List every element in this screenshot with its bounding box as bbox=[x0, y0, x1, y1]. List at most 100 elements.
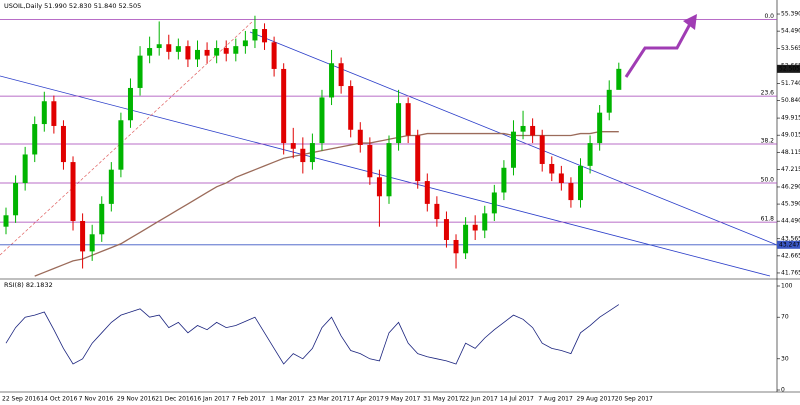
candle-body bbox=[386, 143, 392, 197]
x-tick-label: 20 Sep 2017 bbox=[615, 396, 653, 403]
candle-body bbox=[520, 125, 526, 132]
y-tick-label: 53.565 bbox=[781, 45, 800, 52]
price-marker bbox=[777, 64, 800, 73]
y-tick-label: 55.390 bbox=[781, 11, 800, 18]
x-tick-label: 22 Sep 2016 bbox=[2, 396, 40, 403]
candle-body bbox=[290, 143, 296, 149]
fib-base-line bbox=[0, 21, 253, 256]
candle-body bbox=[367, 144, 373, 178]
y-tick-label: 100 bbox=[781, 283, 793, 290]
y-tick-label: 46.290 bbox=[781, 183, 800, 190]
arrow-head bbox=[683, 14, 697, 30]
candle-body bbox=[539, 135, 545, 164]
x-tick-label: 14 Oct 2016 bbox=[40, 396, 77, 403]
candle-body bbox=[166, 44, 172, 52]
candle-body bbox=[89, 234, 95, 252]
y-tick-label: 41.765 bbox=[781, 269, 800, 276]
candle-body bbox=[549, 163, 555, 174]
y-tick-label: 44.490 bbox=[781, 218, 800, 225]
candle-body bbox=[472, 224, 478, 231]
candle-body bbox=[568, 182, 574, 201]
candle-body bbox=[453, 239, 459, 254]
y-tick-label: 0 bbox=[781, 387, 785, 394]
candle-body bbox=[108, 169, 114, 204]
candle-body bbox=[214, 48, 220, 56]
x-tick-label: 29 Nov 2016 bbox=[117, 396, 156, 403]
candle-body bbox=[271, 42, 277, 69]
candle-body bbox=[405, 103, 411, 136]
x-tick-label: 31 May 2017 bbox=[423, 396, 462, 403]
y-tick-label: 48.115 bbox=[781, 149, 800, 156]
x-tick-label: 1 Mar 2017 bbox=[270, 396, 304, 403]
candle-body bbox=[434, 203, 440, 220]
candle-body bbox=[252, 29, 258, 41]
candle-body bbox=[22, 154, 28, 183]
candle-body bbox=[185, 46, 191, 60]
fib-level-label: 61.8 bbox=[761, 216, 775, 223]
fib-level-label: 38.2 bbox=[761, 138, 775, 145]
candle-body bbox=[175, 46, 181, 52]
candle-body bbox=[242, 40, 248, 47]
y-tick-label: 42.665 bbox=[781, 252, 800, 259]
price-marker bbox=[777, 240, 800, 249]
rsi-line bbox=[5, 304, 620, 365]
candle-body bbox=[319, 97, 325, 144]
candle-body bbox=[13, 182, 19, 216]
x-tick-label: 14 Jul 2017 bbox=[500, 396, 534, 403]
candle-body bbox=[396, 103, 402, 144]
candle-body bbox=[137, 55, 143, 88]
candle-body bbox=[376, 177, 382, 197]
x-tick-label: 9 May 2017 bbox=[385, 396, 420, 403]
projection-arrow bbox=[624, 14, 697, 78]
x-tick-label: 23 Mar 2017 bbox=[308, 396, 346, 403]
candle-body bbox=[463, 224, 469, 254]
candle-body bbox=[41, 101, 47, 125]
candle-body bbox=[3, 215, 9, 227]
rsi-title: RSI(8) 82.1832 bbox=[4, 281, 53, 289]
candle-body bbox=[32, 124, 38, 155]
price-marker-label: 52.505 bbox=[779, 65, 800, 72]
candle-body bbox=[127, 87, 133, 121]
fib-level-label: 50.0 bbox=[761, 176, 775, 183]
chart-title: USOIL,Daily 51.990 52.830 51.840 52.505 bbox=[4, 2, 141, 10]
candle-body bbox=[195, 49, 200, 60]
candle-body bbox=[300, 148, 306, 163]
candle-body bbox=[156, 44, 162, 49]
candle-body bbox=[70, 162, 76, 221]
price-marker-label: 43.247 bbox=[779, 241, 800, 248]
x-tick-label: 22 Jun 2017 bbox=[462, 396, 498, 403]
x-tick-label: 16 Jan 2017 bbox=[194, 396, 230, 403]
candle-body bbox=[80, 220, 86, 252]
fib-level-label: 0.0 bbox=[764, 13, 774, 20]
candle-body bbox=[415, 135, 421, 182]
candle-body bbox=[616, 68, 622, 90]
candle-body bbox=[587, 143, 593, 166]
candle-body bbox=[233, 46, 239, 54]
y-tick-label: 49.915 bbox=[781, 115, 800, 122]
candle-body bbox=[606, 89, 612, 113]
x-tick-label: 29 Aug 2017 bbox=[577, 396, 616, 403]
fib-level-label: 23.6 bbox=[761, 90, 775, 97]
y-tick-label: 50.840 bbox=[781, 97, 800, 104]
candle-body bbox=[424, 181, 430, 204]
candle-body bbox=[204, 49, 210, 56]
candle-body bbox=[60, 125, 66, 163]
candle-body bbox=[578, 165, 583, 201]
candle-body bbox=[357, 129, 363, 145]
candle-body bbox=[501, 167, 507, 193]
candle-body bbox=[51, 101, 57, 126]
x-tick-label: 7 Feb 2017 bbox=[232, 396, 266, 403]
y-tick-label: 51.740 bbox=[781, 80, 800, 87]
candle-body bbox=[99, 203, 105, 235]
x-tick-label: 7 Aug 2017 bbox=[538, 396, 573, 403]
x-tick-label: 17 Apr 2017 bbox=[347, 396, 384, 403]
y-tick-label: 70 bbox=[781, 314, 789, 321]
candle-body bbox=[262, 29, 268, 43]
candle-body bbox=[491, 192, 497, 214]
candle-body bbox=[281, 68, 287, 144]
candle-body bbox=[147, 48, 153, 56]
candle-body bbox=[223, 48, 229, 54]
candle-body bbox=[348, 86, 354, 130]
